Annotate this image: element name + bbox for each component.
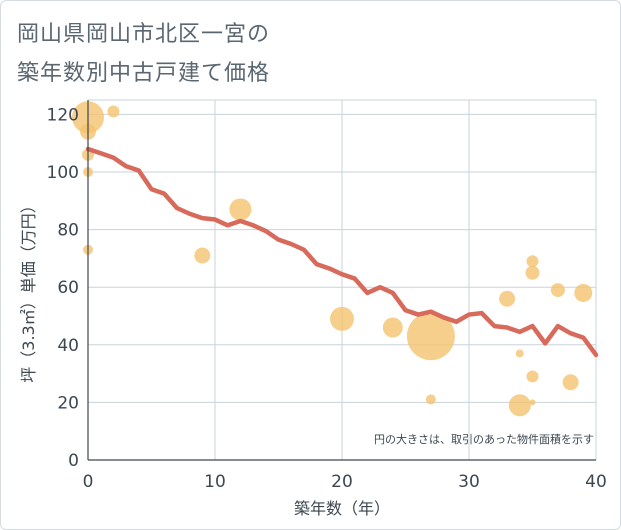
bubble (229, 198, 252, 221)
y-tick-label: 100 (47, 163, 79, 183)
tick-labels: 0 10 20 30 40 0 20 40 60 80 100 120 (47, 105, 607, 492)
y-tick-label: 80 (57, 221, 79, 241)
x-tick-label: 40 (585, 472, 607, 492)
x-axis-label: 築年数（年） (294, 499, 390, 518)
axes (87, 100, 596, 461)
trend-series (85, 146, 599, 358)
x-tick-label: 20 (331, 472, 353, 492)
y-tick-label: 60 (57, 278, 79, 298)
x-tick-label: 0 (83, 472, 94, 492)
bubble (525, 265, 540, 280)
y-tick-label: 120 (47, 105, 79, 125)
bubble (425, 394, 436, 405)
bubble (550, 283, 565, 298)
chart-title-line2: 築年数別中古戸建て価格 (17, 61, 271, 86)
bubble (529, 399, 536, 406)
bubble (574, 283, 593, 302)
trend-line (85, 146, 599, 358)
x-tick-label: 30 (458, 472, 480, 492)
x-tick-label: 10 (204, 472, 226, 492)
y-tick-label: 0 (68, 451, 79, 471)
size-note: 円の大きさは、取引のあった物件面積を示す (374, 432, 594, 446)
bubble-series (72, 101, 593, 417)
chart-title-line1: 岡山県岡山市北区一宮の (17, 22, 271, 47)
bubble (515, 349, 524, 358)
y-tick-label: 40 (57, 336, 79, 356)
bubble (562, 374, 579, 391)
bubble (526, 370, 539, 383)
bubble (330, 306, 354, 331)
bubble (382, 317, 403, 338)
y-axis-label: 坪（3.3㎡）単価（万円） (19, 197, 38, 382)
bubble (499, 290, 516, 307)
bubble (194, 247, 211, 264)
bubble (526, 255, 539, 268)
bubble (508, 394, 531, 417)
bubble (107, 105, 120, 118)
bubble (406, 312, 455, 361)
y-tick-label: 20 (57, 393, 79, 413)
